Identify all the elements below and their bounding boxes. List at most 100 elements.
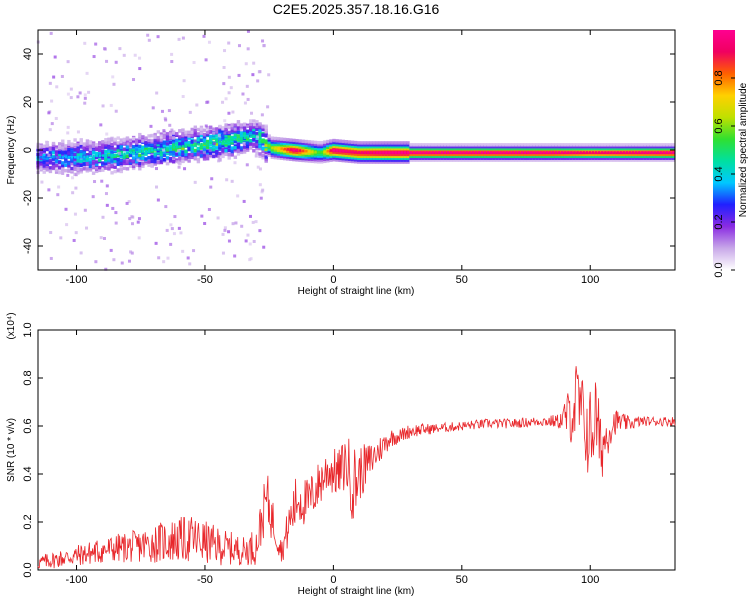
spectrogram-cell (239, 131, 244, 135)
spectrogram-cell (304, 155, 308, 159)
spectrogram-cell (242, 123, 247, 127)
spectrogram-cell (597, 146, 601, 151)
spectrogram-cell (501, 143, 506, 147)
spectrogram-speckle (256, 79, 260, 83)
spectrogram-cell (110, 159, 114, 163)
spectrogram-cell (375, 145, 379, 149)
spectrogram-cell (618, 152, 623, 157)
spectrogram-cell (495, 152, 500, 157)
spectrogram-cell (298, 141, 302, 145)
spectrogram-cell (526, 145, 530, 149)
spectrogram-cell (551, 146, 555, 151)
spectrogram-speckle (136, 220, 140, 224)
spectrogram-speckle (83, 96, 87, 100)
spectrogram-cell (363, 158, 367, 162)
spectrogram-ridge-cell (295, 148, 299, 152)
spectrogram-ridge-cell (302, 149, 305, 152)
spectrogram-cell (313, 142, 318, 147)
spectrogram-cell (446, 143, 450, 147)
spectrogram-cell (289, 153, 293, 158)
spectrogram-ridge-cell (157, 148, 160, 151)
spectrogram-cell (319, 144, 324, 149)
spectrogram-ridge-cell (52, 156, 55, 159)
spectrogram-cell (218, 157, 222, 161)
spectrogram-cell (67, 163, 71, 167)
spectrogram-cell (310, 148, 315, 152)
spectrogram-cell (430, 156, 435, 160)
spectrogram-cell (76, 163, 80, 167)
spectrogram-cell (366, 152, 370, 157)
spectrogram-cell (224, 148, 228, 153)
spectrogram-cell (85, 158, 90, 162)
spectrogram-cell (612, 148, 617, 153)
spectrogram-ridge-cell (335, 149, 339, 152)
spectrogram-ridge-cell (634, 151, 638, 154)
spectrogram-ridge-cell (61, 156, 65, 159)
spectrogram-cell (578, 143, 583, 147)
spectrogram-cell (356, 160, 361, 164)
spectrogram-cell (363, 156, 367, 160)
spectrogram-cell (193, 152, 197, 157)
spectrogram-cell (403, 158, 407, 162)
spectrogram-cell (215, 138, 219, 143)
spectrogram-cell (554, 154, 558, 159)
spectrogram-cell (304, 157, 308, 161)
spectrogram-cell (458, 158, 463, 162)
spectrogram-cell (541, 143, 546, 147)
spectrogram-cell (618, 143, 623, 147)
spectrogram-cell (563, 148, 567, 153)
spectrogram-cell (514, 154, 518, 159)
spectrogram-cell (79, 153, 83, 157)
spectrogram-cell (45, 147, 50, 152)
spectrogram-cell (393, 156, 398, 160)
spectrogram-cell (603, 154, 607, 159)
spectrogram-cell (615, 146, 620, 151)
x-tick-label: 50 (456, 274, 468, 286)
spectrogram-cell (495, 148, 500, 153)
spectrogram-cell (258, 146, 262, 151)
spectrogram-cell (199, 125, 204, 130)
spectrogram-cell (480, 148, 484, 153)
spectrogram-ridge-cell (493, 151, 496, 154)
spectrogram-cell (104, 157, 108, 162)
spectrogram-ridge-cell (314, 150, 317, 154)
snr-y-axis-label: SNR (10 * v/v) (6, 418, 17, 482)
spectrogram-ridge-cell (416, 151, 419, 154)
spectrogram-cell (289, 149, 293, 154)
spectrogram-cell (575, 156, 580, 160)
spectrogram-cell (372, 152, 376, 157)
spectrogram-cell (504, 148, 509, 153)
spectrogram-cell (424, 145, 429, 149)
spectrogram-speckle (262, 245, 266, 249)
spectrogram-cell (178, 129, 182, 133)
spectrogram-cell (665, 146, 669, 151)
spectrogram-cell (131, 148, 136, 152)
spectrogram-cell (578, 158, 583, 162)
spectrogram-speckle (55, 147, 59, 151)
spectrogram-cell (507, 158, 512, 162)
spectrogram-cell (131, 144, 136, 149)
spectrogram-cell (199, 144, 204, 148)
spectrogram-cell (236, 152, 241, 156)
spectrogram-speckle (252, 239, 256, 243)
spectrogram-cell (270, 136, 275, 140)
spectrogram-speckle (122, 53, 126, 57)
spectrogram-speckle (165, 228, 169, 232)
spectrogram-cell (261, 127, 265, 132)
spectrogram-cell (372, 148, 376, 153)
spectrogram-cell (332, 156, 336, 160)
spectrogram-speckle (85, 226, 89, 230)
spectrogram-speckle (168, 123, 172, 127)
spectrogram-ridge-cell (406, 151, 410, 154)
spectrogram-cell (390, 145, 395, 149)
spectrogram-cell (147, 143, 151, 147)
spectrogram-speckle (221, 251, 225, 255)
spectrogram-cell (560, 146, 564, 151)
spectrogram-cell (187, 136, 191, 140)
spectrogram-cell (470, 146, 475, 151)
spectrogram-cell (304, 141, 308, 146)
spectrogram-cell (437, 152, 441, 157)
spectrogram-cell (276, 150, 281, 154)
spectrogram-cell (480, 156, 484, 160)
